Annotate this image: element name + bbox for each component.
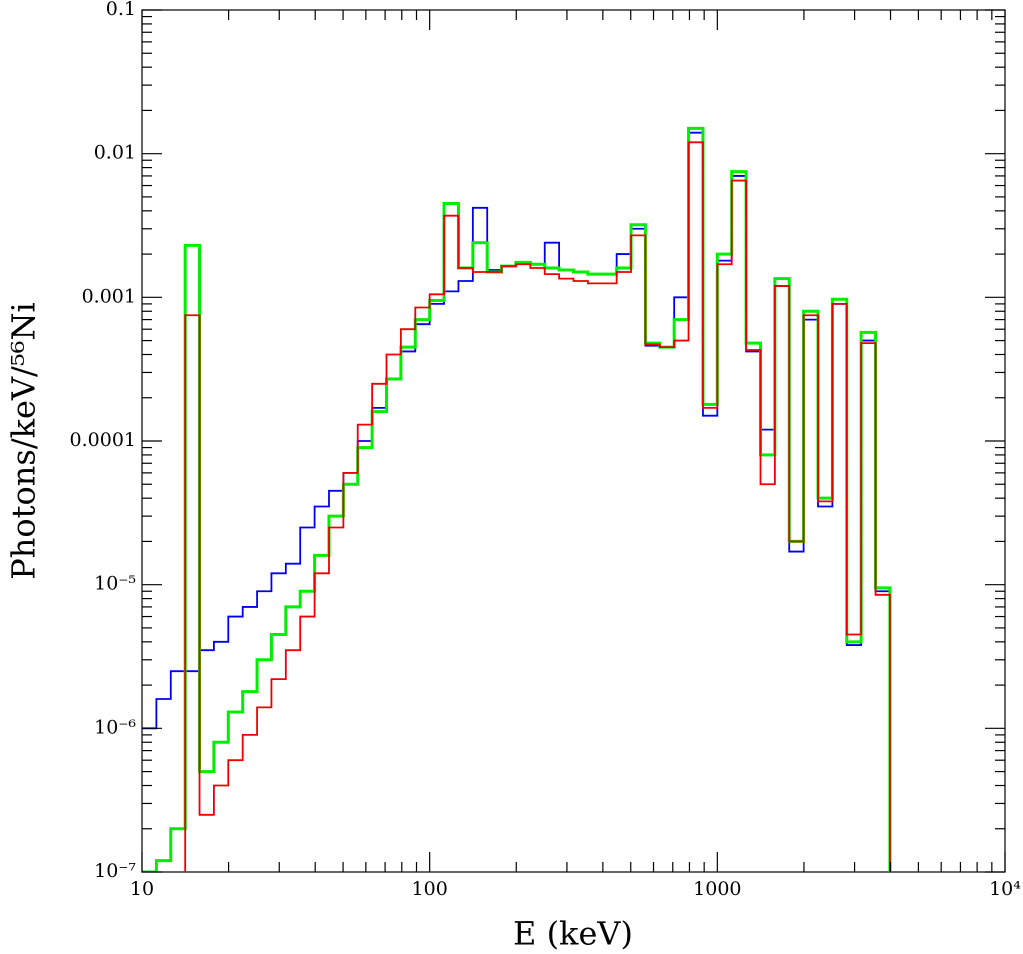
y-tick-label: 0.1 — [106, 0, 136, 20]
y-tick-label: 0.0001 — [70, 429, 136, 451]
x-tick-label: 100 — [412, 878, 448, 900]
x-tick-label: 10⁴ — [989, 878, 1021, 900]
y-tick-label: 10⁻⁶ — [94, 716, 136, 738]
y-axis-label: Photons/keV/⁵⁶Ni — [5, 302, 43, 579]
y-tick-label: 0.01 — [94, 142, 136, 164]
y-tick-label: 0.001 — [82, 285, 136, 307]
plot-area — [142, 126, 892, 872]
x-tick-label: 1000 — [693, 878, 741, 900]
series-line — [184, 141, 891, 872]
y-tick-label: 10⁻⁵ — [94, 573, 136, 595]
x-tick-label: 10 — [130, 878, 154, 900]
y-tick-label: 10⁻⁷ — [94, 860, 136, 882]
series-line — [142, 131, 891, 872]
x-axis-label: E (keV) — [513, 915, 633, 953]
series-line — [142, 126, 892, 872]
